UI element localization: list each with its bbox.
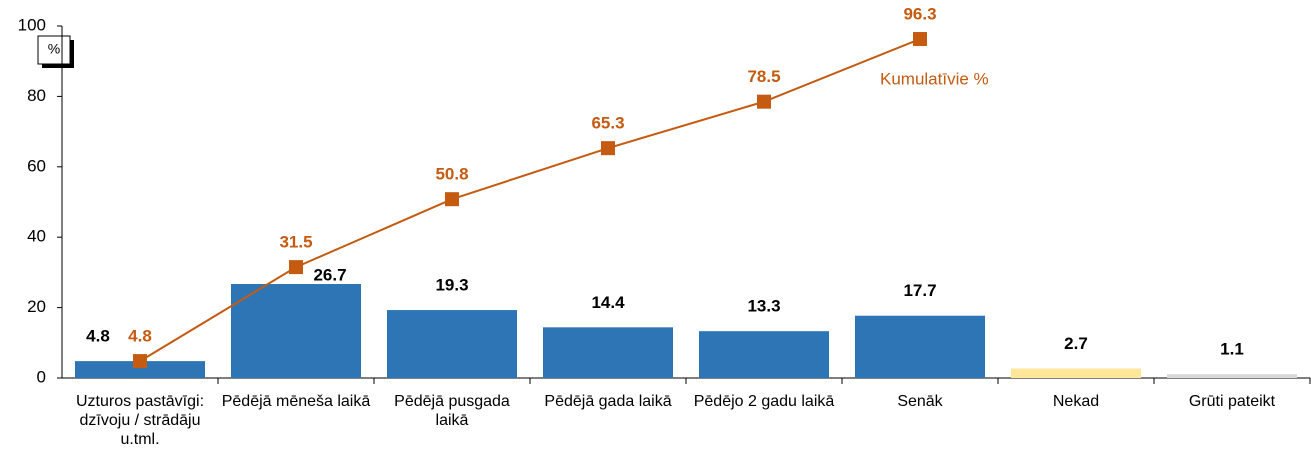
x-tick-label: Pēdējā mēneša laikā [221, 393, 371, 410]
line-value-label: 65.3 [591, 114, 624, 133]
bar [1167, 374, 1297, 378]
y-unit: % [48, 41, 60, 57]
bar-value-label: 2.7 [1064, 334, 1088, 353]
bar [699, 331, 829, 378]
line-value-label: 31.5 [279, 233, 312, 252]
line-marker [601, 141, 615, 156]
line-value-label: 96.3 [903, 5, 936, 24]
line-value-label: 78.5 [747, 67, 780, 86]
bar [543, 327, 673, 378]
bar-value-label: 1.1 [1220, 340, 1244, 359]
y-tick-label: 80 [27, 86, 46, 105]
bar-value-label: 26.7 [313, 266, 346, 285]
line-marker [133, 354, 147, 369]
x-tick-label: Pēdējā gada laikā [544, 393, 672, 410]
bar-value-label: 4.8 [86, 327, 110, 346]
line-marker [289, 260, 303, 275]
bar-value-label: 14.4 [591, 293, 625, 312]
x-tick-label: Nekad [1052, 393, 1100, 410]
bar-value-label: 13.3 [747, 297, 780, 316]
line-value-label: 4.8 [128, 327, 152, 346]
bar [387, 310, 517, 378]
x-tick-label: Senāk [897, 393, 943, 410]
x-tick-label: Grūti pateikt [1188, 393, 1276, 410]
unit-box [37, 35, 71, 65]
bar [75, 361, 205, 378]
x-tick-label: Pēdējā pusgada laikā [394, 393, 510, 429]
y-tick-label: 40 [27, 227, 46, 246]
x-tick-label: Uzturos pastāvīgi: dzīvoju / strādāju u.… [75, 393, 205, 448]
line-value-label: 50.8 [435, 165, 468, 184]
bar-value-label: 17.7 [903, 281, 936, 300]
line-name: Kumulatīvie % [880, 69, 989, 88]
bar-value-label: 19.3 [435, 276, 468, 295]
bar [1011, 368, 1141, 378]
line-marker [445, 192, 459, 207]
line-marker [757, 94, 771, 109]
y-tick-label: 0 [37, 367, 46, 386]
bar [855, 315, 985, 378]
bar [231, 284, 361, 378]
line-marker [913, 32, 927, 47]
x-tick-label: Pēdējo 2 gadu laikā [693, 393, 835, 410]
y-tick-label: 20 [27, 297, 46, 316]
y-tick-label: 100 [18, 15, 46, 34]
y-tick-label: 60 [27, 156, 46, 175]
cumulative-line [139, 38, 921, 362]
